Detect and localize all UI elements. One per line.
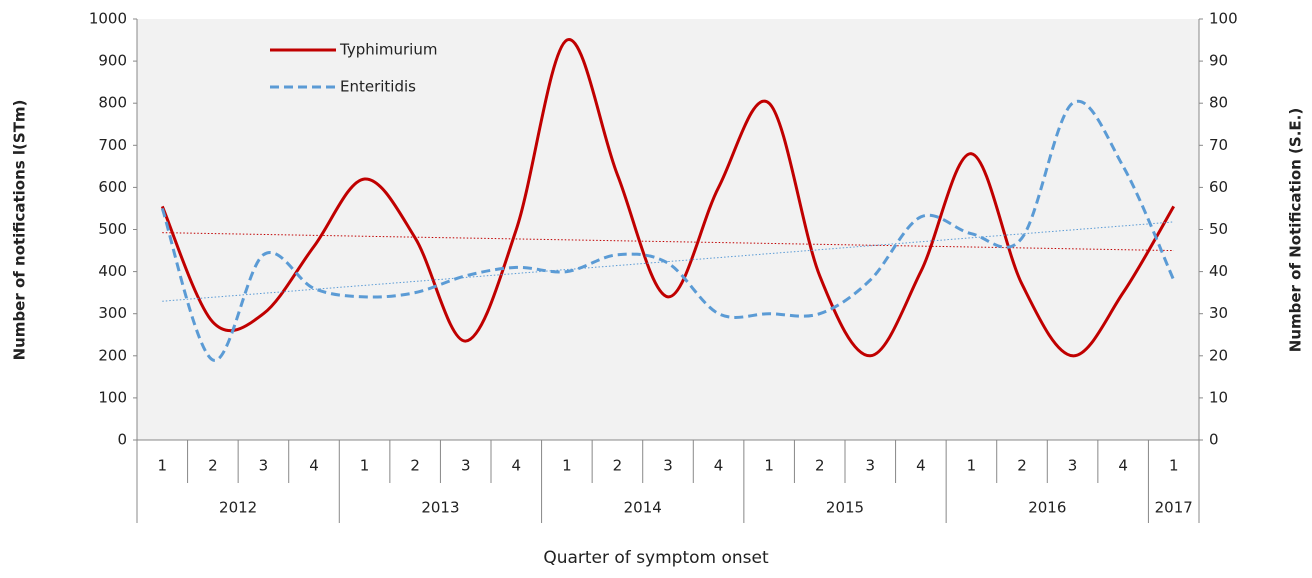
y-tick-label: 200 — [98, 346, 127, 364]
y2-tick-label: 10 — [1209, 388, 1228, 406]
x-tick-label: 3 — [461, 457, 471, 475]
plot-area — [137, 19, 1199, 440]
x-tick-label: 3 — [1068, 457, 1078, 475]
x-group-label: 2015 — [826, 499, 864, 517]
x-tick-label: 3 — [259, 457, 269, 475]
x-tick-label: 1 — [1169, 457, 1179, 475]
x-tick-label: 1 — [562, 457, 572, 475]
y-tick-label: 400 — [98, 262, 127, 280]
x-tick-label: 1 — [360, 457, 370, 475]
x-group-label: 2012 — [219, 499, 257, 517]
y-tick-label: 900 — [98, 52, 127, 70]
x-group-label: 2014 — [624, 499, 662, 517]
y2-tick-label: 0 — [1209, 431, 1219, 449]
y-tick-label: 600 — [98, 178, 127, 196]
y-tick-label: 800 — [98, 94, 127, 112]
y-tick-label: 500 — [98, 220, 127, 238]
legend-label: Enteritidis — [340, 78, 416, 96]
y2-tick-label: 70 — [1209, 136, 1228, 154]
y2-axis-title: Number of Notification (S.E.) — [1287, 108, 1305, 352]
x-tick-label: 2 — [410, 457, 420, 475]
x-tick-label: 1 — [764, 457, 774, 475]
x-tick-label: 1 — [158, 457, 168, 475]
x-tick-label: 2 — [208, 457, 218, 475]
x-group-label: 2016 — [1028, 499, 1066, 517]
y2-tick-label: 50 — [1209, 220, 1228, 238]
x-tick-label: 4 — [714, 457, 724, 475]
y-tick-label: 100 — [98, 388, 127, 406]
x-tick-label: 3 — [663, 457, 673, 475]
y-tick-label: 0 — [117, 431, 127, 449]
trendline — [162, 232, 1174, 252]
y-axis-title: Number of notifications l(STm) — [11, 100, 29, 361]
line-series — [160, 99, 1176, 362]
trendline — [162, 221, 1174, 302]
y2-tick-label: 80 — [1209, 94, 1228, 112]
y2-tick-label: 30 — [1209, 304, 1228, 322]
x-tick-label: 4 — [1118, 457, 1128, 475]
x-tick-label: 2 — [815, 457, 825, 475]
y-tick-label: 300 — [98, 304, 127, 322]
x-tick-label: 3 — [866, 457, 876, 475]
y2-tick-label: 60 — [1209, 178, 1228, 196]
legend-label: Typhimurium — [339, 41, 437, 59]
x-tick-label: 4 — [916, 457, 926, 475]
x-tick-label: 4 — [309, 457, 319, 475]
y2-tick-label: 40 — [1209, 262, 1228, 280]
y-tick-label: 700 — [98, 136, 127, 154]
x-tick-label: 2 — [613, 457, 623, 475]
x-group-label: 2013 — [421, 499, 459, 517]
y2-tick-label: 100 — [1209, 10, 1238, 28]
x-tick-label: 4 — [512, 457, 522, 475]
x-group-label: 2017 — [1155, 499, 1193, 517]
line-series — [160, 38, 1176, 358]
x-tick-label: 1 — [967, 457, 977, 475]
x-axis-title: Quarter of symptom onset — [543, 548, 769, 568]
y2-tick-label: 90 — [1209, 52, 1228, 70]
x-tick-label: 2 — [1017, 457, 1027, 475]
y-tick-label: 1000 — [89, 10, 127, 28]
y2-tick-label: 20 — [1209, 346, 1228, 364]
